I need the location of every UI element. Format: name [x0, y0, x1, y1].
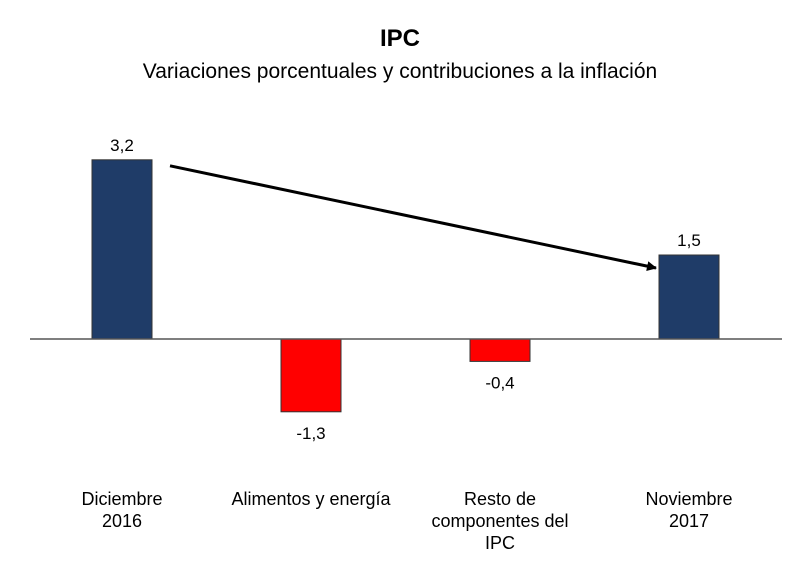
bar-0 — [91, 159, 153, 340]
category-label-2-line-2: IPC — [485, 533, 515, 553]
chart-title: IPC — [380, 25, 420, 52]
chart-subtitle: Variaciones porcentuales y contribucione… — [143, 60, 657, 83]
bar-3 — [658, 254, 720, 340]
category-label-2-line-1: componentes del — [431, 511, 568, 531]
data-label-0: 3,2 — [110, 136, 134, 155]
data-label-2: -0,4 — [485, 373, 514, 392]
category-label-0-line-0: Diciembre — [81, 489, 162, 509]
trend-arrow — [169, 164, 657, 272]
category-label-3-line-1: 2017 — [669, 511, 709, 531]
data-label-1: -1,3 — [296, 424, 325, 443]
bar-2 — [469, 338, 531, 362]
category-label-0-line-1: 2016 — [102, 511, 142, 531]
category-label-2-line-0: Resto de — [464, 489, 536, 509]
data-label-3: 1,5 — [677, 231, 701, 250]
category-label-1-line-0: Alimentos y energía — [231, 489, 391, 509]
category-label-3-line-0: Noviembre — [645, 489, 732, 509]
bar-1 — [280, 338, 342, 413]
